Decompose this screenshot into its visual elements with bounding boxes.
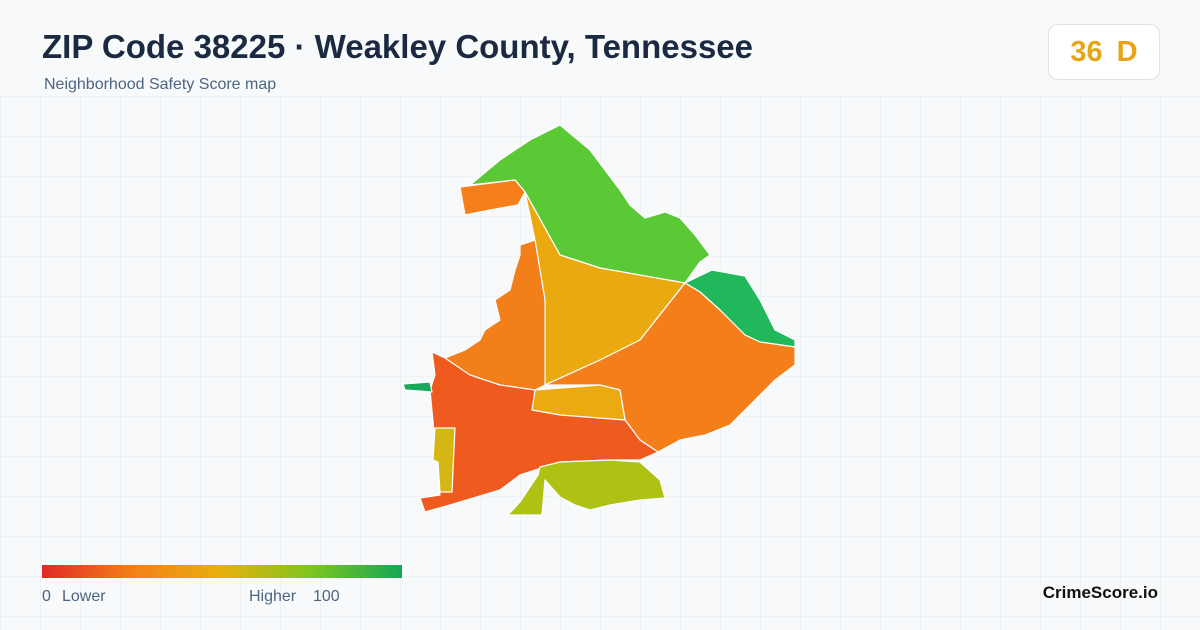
legend-min: 0	[42, 588, 51, 605]
area	[544, 282, 796, 453]
area	[459, 179, 526, 216]
brand: CrimeScore.io	[1042, 583, 1158, 602]
legend-gradient	[42, 565, 402, 578]
grade: D	[1116, 35, 1138, 68]
legend-min-label: Lower	[62, 588, 106, 605]
area	[419, 351, 659, 513]
area	[432, 427, 456, 493]
subtitle: Neighborhood Safety Score map	[44, 76, 277, 93]
legend-max: 100	[313, 588, 340, 605]
score-badge: 36 D	[1048, 24, 1160, 80]
area	[402, 381, 433, 393]
area	[507, 459, 666, 516]
legend-max-label: Higher	[249, 588, 297, 605]
score: 36	[1070, 35, 1103, 68]
title: ZIP Code 38225 · Weakley County, Tenness…	[42, 28, 753, 65]
area	[444, 239, 546, 391]
